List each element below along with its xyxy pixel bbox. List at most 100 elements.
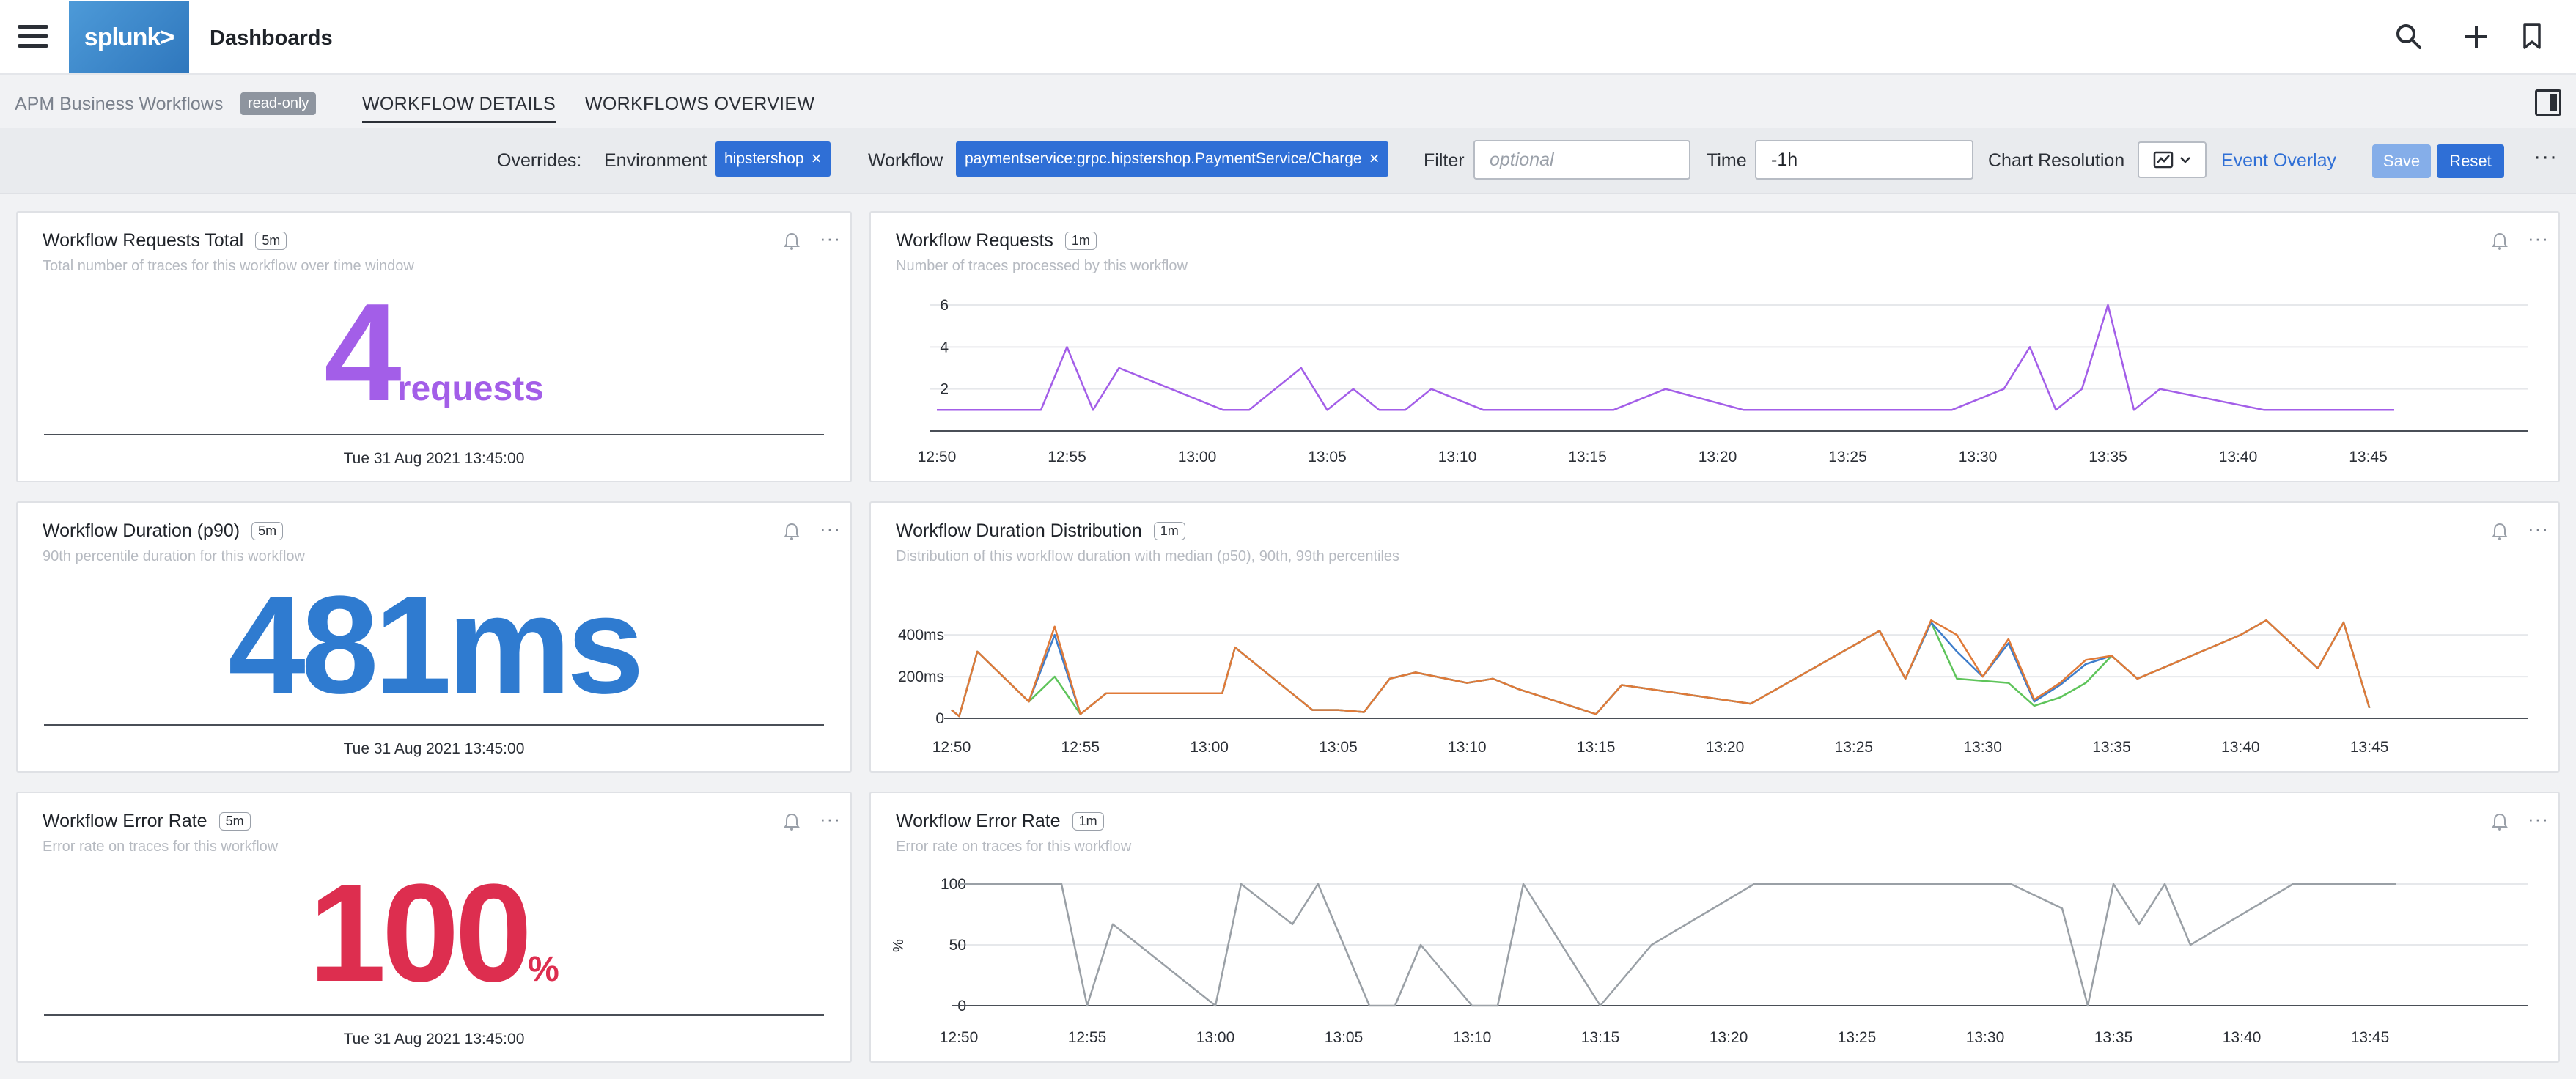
bell-icon[interactable]: [783, 522, 801, 541]
time-label: Time: [1707, 150, 1747, 171]
chart-resolution-icon: [2153, 151, 2174, 169]
menu-icon[interactable]: [18, 25, 48, 50]
filter-input[interactable]: optional: [1473, 140, 1690, 180]
remove-workflow-icon[interactable]: ×: [1369, 149, 1380, 169]
environment-value: hipstershop: [724, 150, 804, 167]
duration-chart-card: Workflow Duration Distribution 1m Distrib…: [869, 501, 2560, 773]
overrides-label: Overrides:: [497, 150, 582, 171]
big-value: 4requests: [324, 275, 544, 430]
event-overlay-link[interactable]: Event Overlay: [2221, 150, 2337, 171]
x-tick-label: 13:05: [1308, 449, 1347, 465]
x-tick-label: 12:50: [932, 739, 971, 756]
duration-line-chart: 0 200ms 400ms 12:50 12:55 13:00 13:05 13:10 13:1…: [898, 619, 2528, 756]
save-button[interactable]: Save: [2372, 144, 2431, 178]
x-tick-label: 12:50: [940, 1029, 979, 1046]
card-menu-icon[interactable]: ···: [820, 227, 841, 249]
y-tick-label: 100: [941, 876, 966, 893]
error-rate-card: Workflow Error Rate 5m Error rate on trac…: [16, 792, 852, 1063]
environment-chip[interactable]: hipstershop ×: [715, 141, 831, 177]
divider: [44, 434, 824, 435]
x-tick-label: 12:55: [1061, 739, 1100, 756]
chart-resolution-label: Chart Resolution: [1988, 150, 2125, 171]
card-subtitle: Distribution of this workflow duration w…: [896, 548, 1400, 564]
x-tick-label: 12:55: [1068, 1029, 1107, 1046]
x-tick-label: 13:20: [1706, 739, 1745, 756]
card-subtitle: Number of traces processed by this workf…: [896, 258, 1188, 274]
resolution-badge: 5m: [251, 522, 284, 540]
bell-icon[interactable]: [2491, 812, 2509, 831]
card-title: Workflow Requests Total 5m: [43, 230, 287, 251]
chevron-down-icon: [2180, 157, 2190, 163]
environment-label: Environment: [604, 150, 707, 171]
y-tick-label: 4: [940, 339, 949, 356]
tab-workflow-details[interactable]: WORKFLOW DETAILS: [362, 94, 556, 123]
card-menu-icon[interactable]: ···: [2528, 808, 2549, 830]
card-menu-icon[interactable]: ···: [2528, 518, 2549, 540]
value-timestamp: Tue 31 Aug 2021 13:45:00: [343, 450, 525, 467]
reset-button[interactable]: Reset: [2437, 144, 2504, 178]
x-tick-label: 13:40: [2223, 1029, 2262, 1046]
x-tick-label: 12:55: [1048, 449, 1086, 465]
x-tick-label: 13:35: [2089, 449, 2127, 465]
bell-icon[interactable]: [783, 232, 801, 251]
card-menu-icon[interactable]: ···: [820, 808, 841, 830]
breadcrumb[interactable]: APM Business Workflows: [15, 94, 224, 114]
card-menu-icon[interactable]: ···: [2528, 227, 2549, 249]
workflow-value: paymentservice:grpc.hipstershop.PaymentS…: [965, 150, 1362, 167]
card-subtitle: Total number of traces for this workflow…: [43, 258, 414, 274]
card-subtitle: 90th percentile duration for this workfl…: [43, 548, 305, 564]
value-timestamp: Tue 31 Aug 2021 13:45:00: [343, 1031, 525, 1047]
add-icon[interactable]: [2459, 19, 2494, 54]
x-tick-label: 13:40: [2219, 449, 2258, 465]
card-title: Workflow Requests 1m: [896, 230, 1097, 251]
x-tick-label: 13:45: [2350, 739, 2389, 756]
x-tick-label: 13:40: [2221, 739, 2260, 756]
big-value: 100%: [309, 855, 559, 1011]
error-rate-line-chart: 05010012:5012:5513:0013:0513:1013:1513:2…: [891, 876, 2528, 1046]
card-title: Workflow Duration Distribution 1m: [896, 520, 1185, 542]
x-tick-label: 13:00: [1196, 1029, 1235, 1046]
y-tick-label: 0: [935, 710, 944, 727]
bookmark-icon[interactable]: [2514, 19, 2550, 54]
series-line: [937, 303, 2394, 411]
x-tick-label: 13:15: [1581, 1029, 1620, 1046]
y-tick-label: 200ms: [898, 669, 944, 685]
requests-total-card: Workflow Requests Total 5m Total number o…: [16, 211, 852, 482]
x-tick-label: 13:25: [1838, 1029, 1877, 1046]
card-title: Workflow Error Rate 1m: [896, 811, 1104, 832]
series-line: [959, 883, 2396, 1007]
x-tick-label: 13:00: [1178, 449, 1217, 465]
bell-icon[interactable]: [2491, 522, 2509, 541]
remove-environment-icon[interactable]: ×: [811, 149, 822, 169]
more-options-icon[interactable]: ···: [2533, 144, 2558, 169]
x-tick-label: 13:10: [1448, 739, 1487, 756]
card-menu-icon[interactable]: ···: [820, 518, 841, 540]
search-icon[interactable]: [2391, 19, 2426, 54]
bell-icon[interactable]: [783, 812, 801, 831]
series-line: [951, 619, 2371, 718]
filter-label: Filter: [1424, 150, 1465, 171]
chart-resolution-select[interactable]: [2138, 141, 2207, 178]
x-tick-label: 13:45: [2351, 1029, 2390, 1046]
splunk-logo[interactable]: splunk>: [69, 1, 189, 73]
resolution-badge: 1m: [1153, 522, 1185, 540]
big-value-unit: %: [528, 950, 559, 989]
time-input[interactable]: -1h: [1755, 140, 1973, 180]
x-tick-label: 13:35: [2094, 1029, 2133, 1046]
y-tick-label: 400ms: [898, 627, 944, 644]
card-subtitle: Error rate on traces for this workflow: [896, 839, 1132, 855]
error-chart-card: Workflow Error Rate 1m Error rate on trac…: [869, 792, 2560, 1063]
side-panel-toggle-icon[interactable]: [2535, 89, 2561, 116]
x-tick-label: 12:50: [918, 449, 957, 465]
x-tick-label: 13:20: [1710, 1029, 1748, 1046]
requests-chart-card: Workflow Requests 1m Number of traces pro…: [869, 211, 2560, 482]
top-bar: splunk> Dashboards: [0, 0, 2576, 75]
bell-icon[interactable]: [2491, 232, 2509, 251]
workflow-chip[interactable]: paymentservice:grpc.hipstershop.PaymentS…: [956, 141, 1388, 177]
card-title: Workflow Duration (p90) 5m: [43, 520, 284, 542]
value-timestamp: Tue 31 Aug 2021 13:45:00: [343, 740, 525, 757]
requests-line-chart: 2 4 6 12:50 12:55 13:00 13:05 13:10 13:15 13:20 13…: [918, 297, 2528, 465]
big-value-unit: requests: [397, 369, 544, 408]
x-tick-label: 13:00: [1190, 739, 1229, 756]
tab-workflows-overview[interactable]: WORKFLOWS OVERVIEW: [585, 94, 815, 114]
